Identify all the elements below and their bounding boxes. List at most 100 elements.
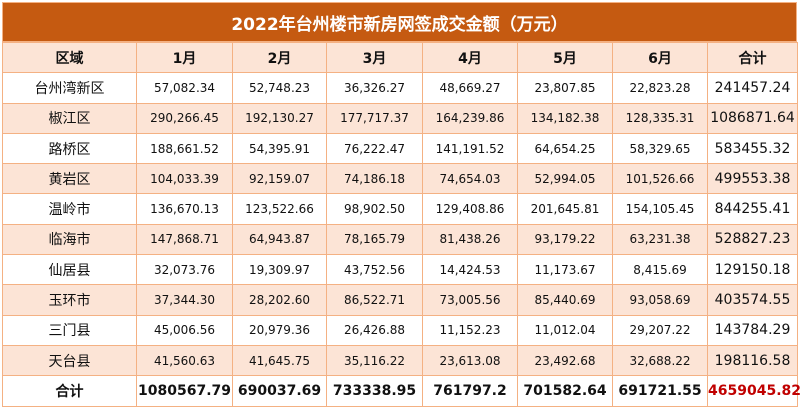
value-cell: 32,688.22 bbox=[612, 344, 708, 377]
row-total-cell: 143784.29 bbox=[707, 314, 798, 346]
value-cell: 177,717.37 bbox=[326, 102, 423, 134]
value-cell: 93,179.22 bbox=[517, 223, 613, 256]
value-cell: 36,326.27 bbox=[326, 72, 423, 104]
total-row: 合计 1080567.79 690037.69 733338.95 761797.2 70… bbox=[2, 375, 800, 407]
region-cell: 温岭市 bbox=[2, 193, 137, 225]
table-row: 温岭市 136,670.13 123,522.66 98,902.50 129,408.… bbox=[2, 193, 798, 225]
column-header: 5月 bbox=[517, 41, 613, 74]
table-row: 三门县 45,006.56 20,979.36 26,426.88 11,152.23 1… bbox=[2, 314, 798, 346]
value-cell: 57,082.34 bbox=[136, 72, 233, 104]
value-cell: 101,526.66 bbox=[612, 163, 708, 195]
value-cell: 23,613.08 bbox=[422, 344, 518, 377]
table-row: 仙居县 32,073.76 19,309.97 43,752.56 14,424.53 1… bbox=[2, 254, 798, 286]
value-cell: 32,073.76 bbox=[136, 254, 233, 286]
value-cell: 154,105.45 bbox=[612, 193, 708, 225]
column-header: 1月 bbox=[136, 41, 233, 74]
value-cell: 92,159.07 bbox=[232, 163, 327, 195]
region-cell: 天台县 bbox=[2, 344, 137, 377]
value-cell: 123,522.66 bbox=[232, 193, 327, 225]
value-cell: 11,173.67 bbox=[517, 254, 613, 286]
value-cell: 41,560.63 bbox=[136, 344, 233, 377]
value-cell: 28,202.60 bbox=[232, 284, 327, 316]
table-row: 椒江区 290,266.45 192,130.27 177,717.37 164,239… bbox=[2, 102, 798, 134]
value-cell: 136,670.13 bbox=[136, 193, 233, 225]
value-cell: 45,006.56 bbox=[136, 314, 233, 346]
value-cell: 134,182.38 bbox=[517, 102, 613, 134]
value-cell: 63,231.38 bbox=[612, 223, 708, 256]
value-cell: 81,438.26 bbox=[422, 223, 518, 256]
value-cell: 290,266.45 bbox=[136, 102, 233, 134]
row-total-cell: 198116.58 bbox=[707, 344, 798, 377]
table-row: 临海市 147,868.71 64,943.87 78,165.79 81,438.26… bbox=[2, 223, 798, 256]
row-total-cell: 403574.55 bbox=[707, 284, 798, 316]
table-row: 天台县 41,560.63 41,645.75 35,116.22 23,613.08 2… bbox=[2, 344, 798, 377]
column-header: 6月 bbox=[612, 41, 708, 74]
region-cell: 黄岩区 bbox=[2, 163, 137, 195]
value-cell: 54,395.91 bbox=[232, 132, 327, 165]
value-cell: 41,645.75 bbox=[232, 344, 327, 377]
column-total-cell: 761797.2 bbox=[422, 375, 518, 407]
total-label: 合计 bbox=[2, 375, 137, 407]
value-cell: 141,191.52 bbox=[422, 132, 518, 165]
header-row: 区域 1月 2月 3月 4月 5月 6月 合计 bbox=[2, 41, 798, 74]
region-cell: 仙居县 bbox=[2, 254, 137, 286]
value-cell: 73,005.56 bbox=[422, 284, 518, 316]
value-cell: 128,335.31 bbox=[612, 102, 708, 134]
value-cell: 58,329.65 bbox=[612, 132, 708, 165]
value-cell: 29,207.22 bbox=[612, 314, 708, 346]
sales-table: 区域 1月 2月 3月 4月 5月 6月 合计 台州湾新区 57,082.34 52,748.23… bbox=[2, 41, 800, 407]
row-total-cell: 499553.38 bbox=[707, 163, 798, 195]
region-cell: 玉环市 bbox=[2, 284, 137, 316]
value-cell: 14,424.53 bbox=[422, 254, 518, 286]
region-cell: 临海市 bbox=[2, 223, 137, 256]
table-row: 台州湾新区 57,082.34 52,748.23 36,326.27 48,669.2… bbox=[2, 72, 798, 104]
value-cell: 20,979.36 bbox=[232, 314, 327, 346]
region-cell: 路桥区 bbox=[2, 132, 137, 165]
value-cell: 192,130.27 bbox=[232, 102, 327, 134]
column-header: 2月 bbox=[232, 41, 327, 74]
value-cell: 104,033.39 bbox=[136, 163, 233, 195]
column-header: 3月 bbox=[326, 41, 423, 74]
value-cell: 43,752.56 bbox=[326, 254, 423, 286]
value-cell: 76,222.47 bbox=[326, 132, 423, 165]
value-cell: 78,165.79 bbox=[326, 223, 423, 256]
value-cell: 147,868.71 bbox=[136, 223, 233, 256]
value-cell: 188,661.52 bbox=[136, 132, 233, 165]
value-cell: 52,994.05 bbox=[517, 163, 613, 195]
row-total-cell: 129150.18 bbox=[707, 254, 798, 286]
value-cell: 48,669.27 bbox=[422, 72, 518, 104]
value-cell: 74,186.18 bbox=[326, 163, 423, 195]
region-cell: 三门县 bbox=[2, 314, 137, 346]
column-total-cell: 1080567.79 bbox=[136, 375, 233, 407]
value-cell: 98,902.50 bbox=[326, 193, 423, 225]
column-total-cell: 691721.55 bbox=[612, 375, 708, 407]
value-cell: 164,239.86 bbox=[422, 102, 518, 134]
value-cell: 86,522.71 bbox=[326, 284, 423, 316]
value-cell: 19,309.97 bbox=[232, 254, 327, 286]
row-total-cell: 583455.32 bbox=[707, 132, 798, 165]
value-cell: 23,807.85 bbox=[517, 72, 613, 104]
column-header: 4月 bbox=[422, 41, 518, 74]
column-total-cell: 733338.95 bbox=[326, 375, 423, 407]
value-cell: 74,654.03 bbox=[422, 163, 518, 195]
value-cell: 52,748.23 bbox=[232, 72, 327, 104]
value-cell: 22,823.28 bbox=[612, 72, 708, 104]
row-total-cell: 528827.23 bbox=[707, 223, 798, 256]
value-cell: 23,492.68 bbox=[517, 344, 613, 377]
value-cell: 93,058.69 bbox=[612, 284, 708, 316]
table-row: 路桥区 188,661.52 54,395.91 76,222.47 141,191.5… bbox=[2, 132, 798, 165]
value-cell: 85,440.69 bbox=[517, 284, 613, 316]
value-cell: 64,654.25 bbox=[517, 132, 613, 165]
value-cell: 26,426.88 bbox=[326, 314, 423, 346]
value-cell: 8,415.69 bbox=[612, 254, 708, 286]
value-cell: 64,943.87 bbox=[232, 223, 327, 256]
table-row: 玉环市 37,344.30 28,202.60 86,522.71 73,005.56 8… bbox=[2, 284, 798, 316]
value-cell: 11,152.23 bbox=[422, 314, 518, 346]
column-header: 区域 bbox=[2, 41, 137, 74]
value-cell: 201,645.81 bbox=[517, 193, 613, 225]
column-total-cell: 701582.64 bbox=[517, 375, 613, 407]
row-total-cell: 1086871.64 bbox=[707, 102, 798, 134]
region-cell: 台州湾新区 bbox=[2, 72, 137, 104]
row-total-cell: 241457.24 bbox=[707, 72, 798, 104]
